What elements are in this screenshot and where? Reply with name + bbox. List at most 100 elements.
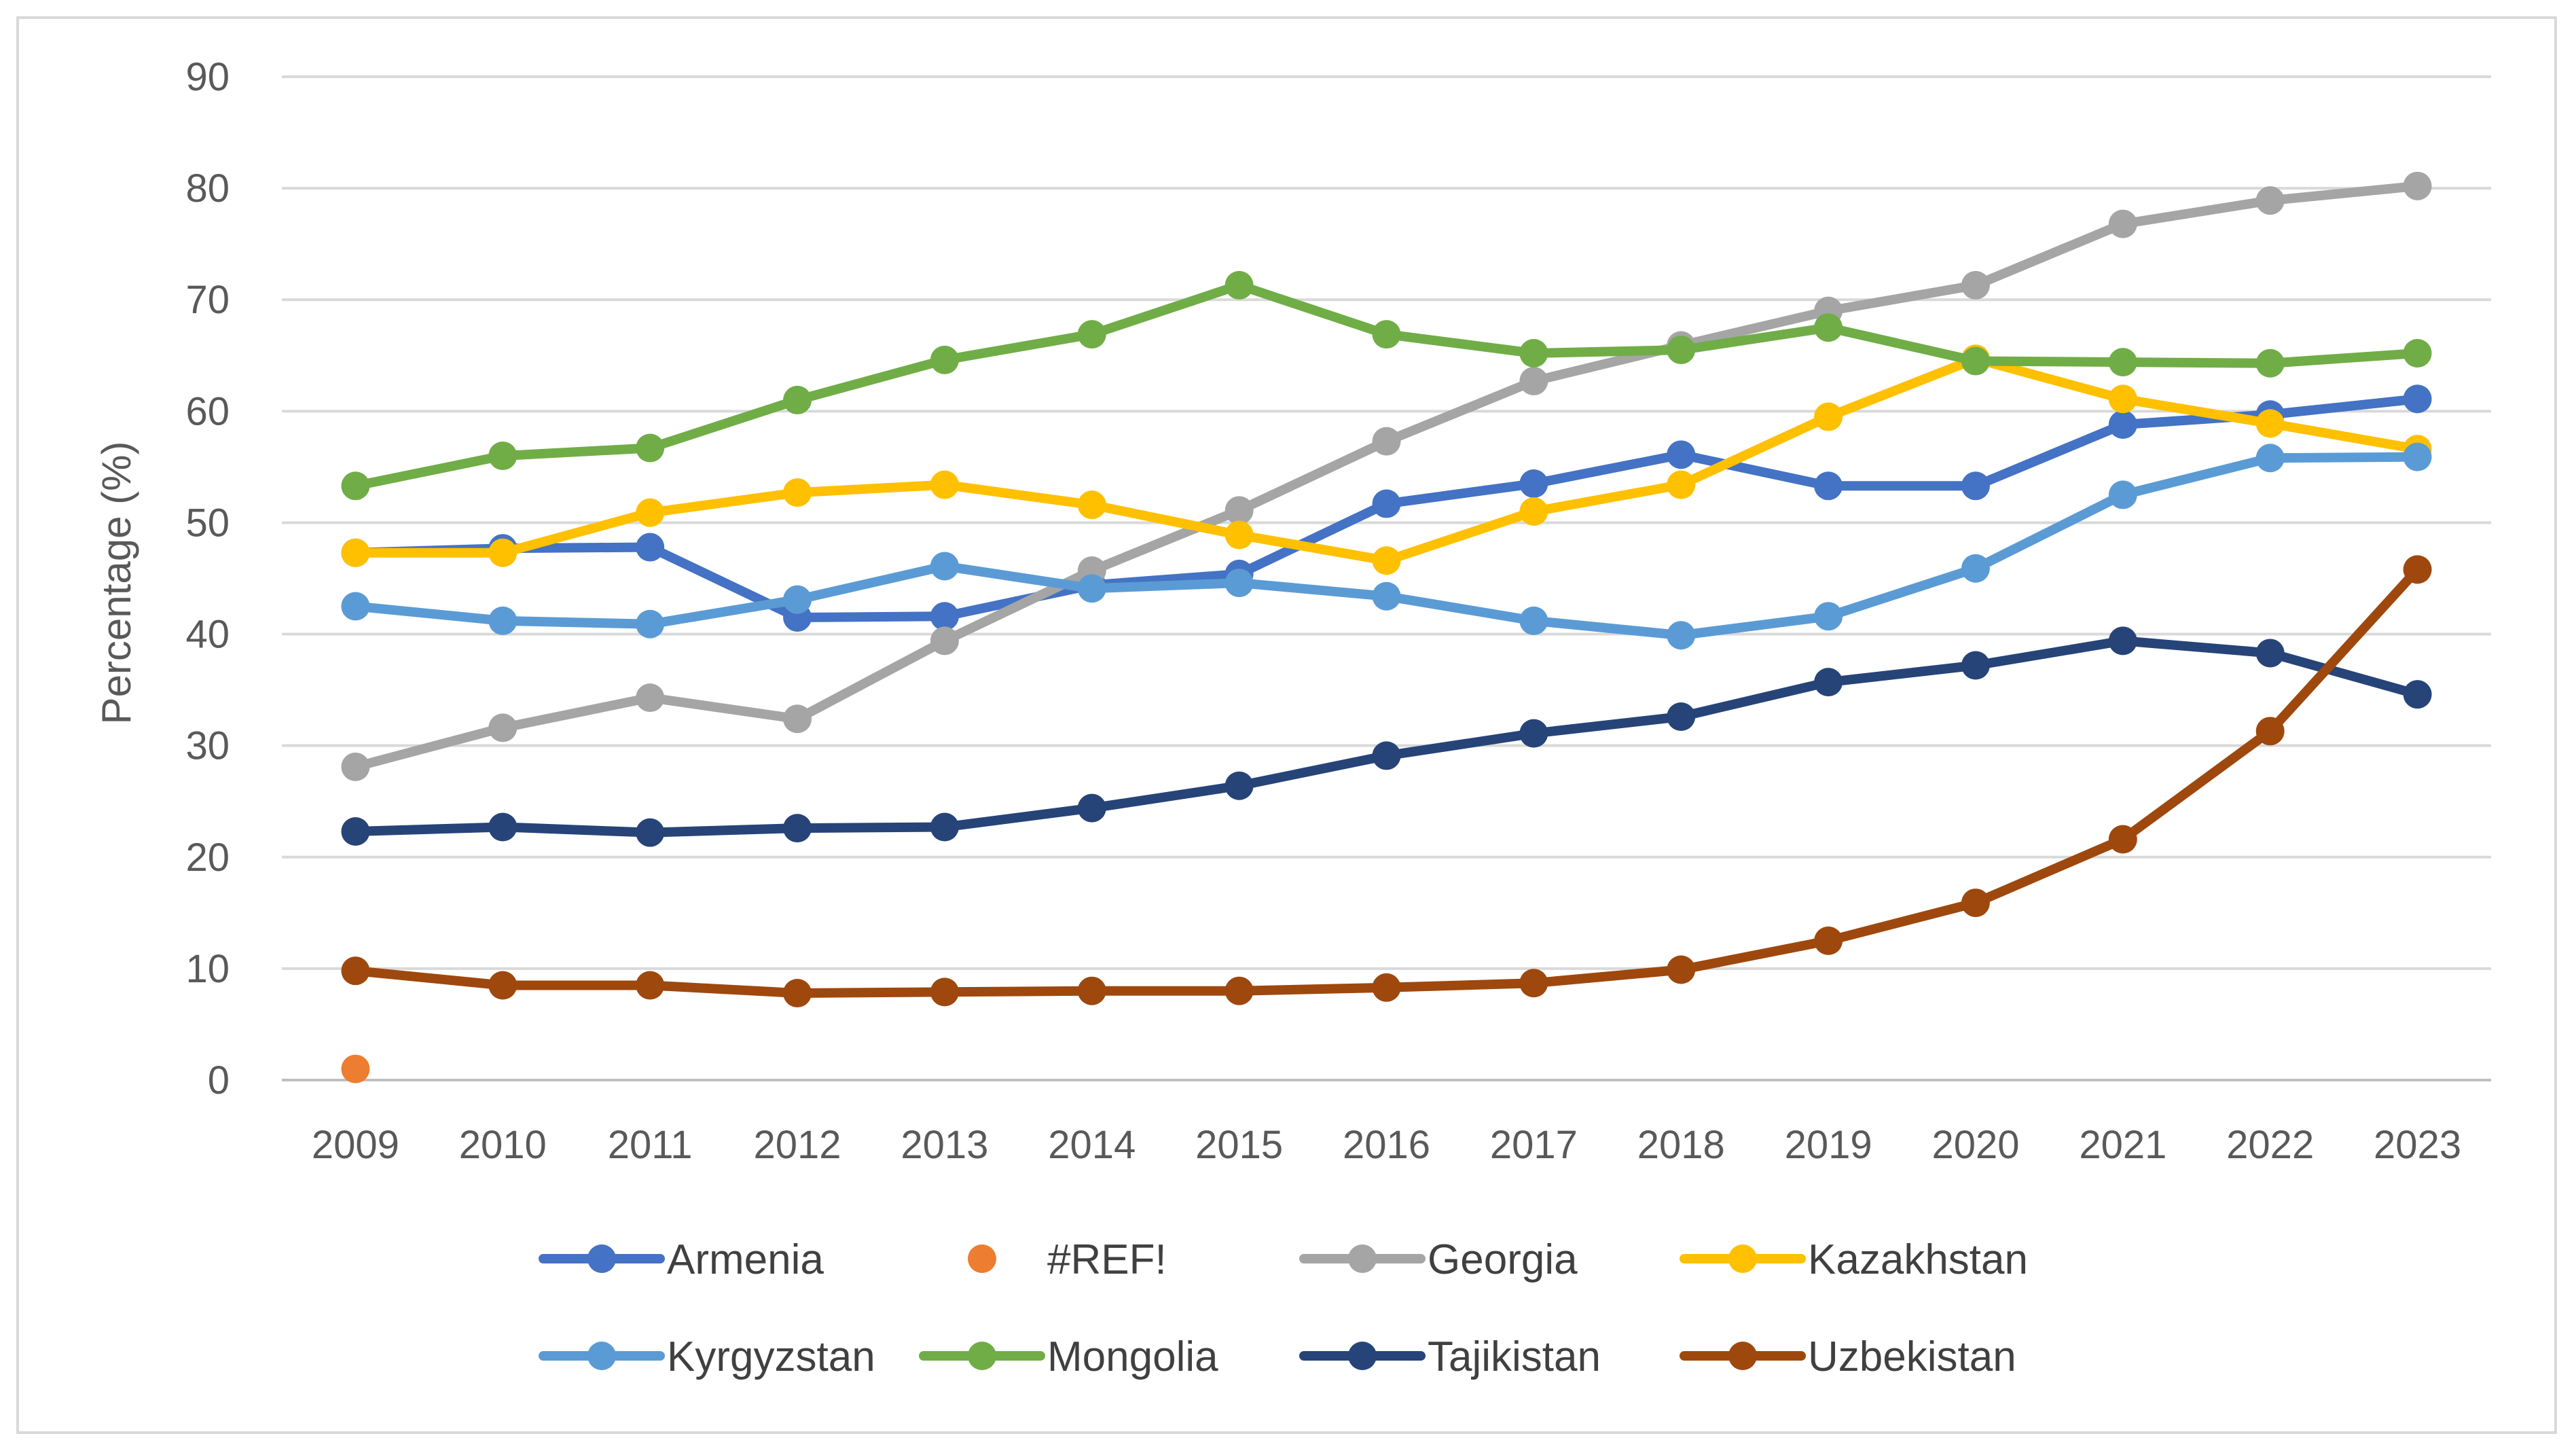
- data-point: [930, 977, 959, 1007]
- data-point: [1372, 489, 1401, 518]
- data-point: [783, 585, 812, 614]
- data-point: [1077, 490, 1106, 520]
- data-point: [1961, 554, 1990, 583]
- data-point: [1372, 427, 1401, 456]
- legend-label: Kazakhstan: [1808, 1236, 2028, 1283]
- legend-item: Kyrgyzstan: [539, 1333, 875, 1380]
- legend-label: Georgia: [1428, 1236, 1578, 1283]
- data-point: [783, 385, 812, 414]
- data-point: [1519, 969, 1548, 998]
- data-point: [636, 609, 665, 639]
- legend-marker: [968, 1342, 996, 1370]
- x-tick-label: 2017: [1490, 1123, 1578, 1167]
- data-point: [2403, 338, 2432, 367]
- y-tick-label: 60: [185, 389, 230, 433]
- legend-marker: [968, 1244, 996, 1273]
- y-axis-title: Percentage (%): [94, 442, 139, 725]
- y-tick-label: 0: [208, 1058, 230, 1102]
- data-point: [783, 978, 812, 1007]
- y-tick-label: 40: [185, 613, 230, 657]
- legend-marker: [1728, 1244, 1757, 1273]
- data-point: [1224, 569, 1254, 598]
- data-point: [636, 433, 665, 463]
- data-point: [2255, 717, 2285, 746]
- data-point: [1519, 497, 1548, 526]
- data-point: [930, 812, 959, 842]
- data-point: [1077, 793, 1106, 823]
- data-point: [1224, 771, 1254, 800]
- data-point: [2403, 555, 2432, 584]
- legend-marker: [587, 1342, 616, 1370]
- data-point: [2403, 442, 2432, 471]
- data-point: [2403, 171, 2432, 200]
- x-tick-label: 2013: [901, 1123, 988, 1167]
- data-point: [1814, 926, 1843, 955]
- x-tick-label: 2012: [754, 1123, 841, 1167]
- x-tick-label: 2019: [1785, 1123, 1872, 1167]
- data-point: [1667, 955, 1696, 984]
- data-point: [341, 956, 370, 986]
- series-kyrgyzstan: [341, 442, 2432, 650]
- data-point: [1961, 651, 1990, 680]
- data-point: [341, 817, 370, 846]
- data-point: [2108, 209, 2137, 238]
- series-uzbekistan: [341, 555, 2432, 1007]
- data-point: [930, 626, 959, 656]
- legend-label: Mongolia: [1047, 1333, 1218, 1380]
- y-tick-label: 10: [185, 947, 230, 991]
- data-point: [1519, 338, 1548, 367]
- data-point: [1372, 741, 1401, 770]
- data-point: [930, 602, 959, 631]
- legend-label: Tajikistan: [1428, 1333, 1601, 1380]
- legend-item: Tajikistan: [1299, 1333, 1601, 1380]
- y-tick-label: 90: [185, 55, 230, 99]
- data-point: [1814, 402, 1843, 431]
- x-tick-label: 2020: [1931, 1123, 2019, 1167]
- x-tick-label: 2023: [2374, 1123, 2461, 1167]
- data-point: [2255, 409, 2285, 438]
- data-point: [636, 498, 665, 527]
- series-mongolia: [341, 270, 2432, 501]
- data-point: [2255, 639, 2285, 668]
- data-point: [636, 683, 665, 713]
- data-point: [1961, 471, 1990, 501]
- data-point: [1224, 976, 1254, 1005]
- series-tajikistan: [341, 626, 2432, 847]
- x-tick-label: 2022: [2226, 1123, 2314, 1167]
- data-point: [783, 814, 812, 843]
- legend-item: Uzbekistan: [1680, 1333, 2016, 1380]
- x-tick-label: 2009: [312, 1123, 399, 1167]
- y-tick-label: 30: [185, 724, 230, 768]
- chart-frame: [16, 16, 2557, 1434]
- data-point: [783, 478, 812, 507]
- data-point: [1519, 469, 1548, 499]
- data-point: [341, 752, 370, 781]
- data-point: [1519, 606, 1548, 635]
- legend-item: Georgia: [1299, 1236, 1578, 1283]
- data-point: [2255, 348, 2285, 378]
- y-tick-label: 20: [185, 836, 230, 880]
- series-line: [350, 354, 2423, 566]
- series-group: [341, 171, 2432, 1083]
- y-tick-label: 80: [185, 166, 230, 211]
- y-tick-label: 50: [185, 501, 230, 545]
- data-point: [783, 704, 812, 734]
- legend-item: Mongolia: [919, 1333, 1218, 1380]
- data-point: [1372, 320, 1401, 349]
- data-point: [2403, 680, 2432, 709]
- series-line: [350, 636, 2423, 838]
- x-tick-label: 2016: [1343, 1123, 1430, 1167]
- series-kazakhstan: [341, 344, 2432, 575]
- data-point: [1667, 440, 1696, 469]
- data-point: [1961, 889, 1990, 918]
- data-point: [1667, 621, 1696, 650]
- series-line: [350, 181, 2423, 772]
- legend-marker: [587, 1244, 616, 1273]
- data-point: [1224, 520, 1254, 550]
- data-point: [1667, 702, 1696, 731]
- x-tick-label: 2018: [1637, 1123, 1725, 1167]
- data-point: [930, 345, 959, 374]
- data-point: [341, 1054, 370, 1083]
- data-point: [1667, 336, 1696, 365]
- data-point: [1077, 320, 1106, 349]
